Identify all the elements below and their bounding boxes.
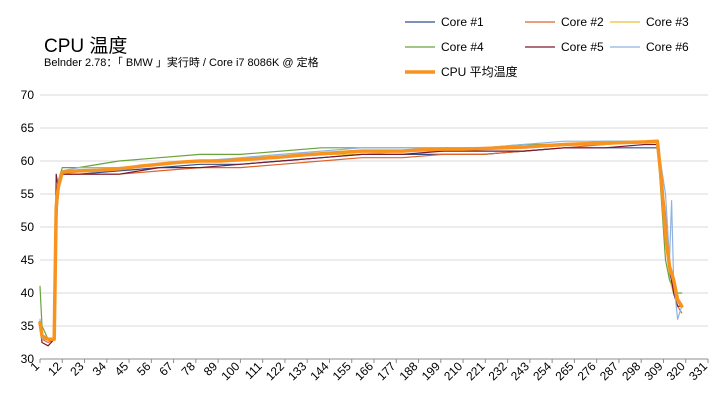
x-tick-label: 144 — [308, 359, 332, 383]
x-tick-label: 89 — [201, 359, 221, 379]
x-tick-label: 12 — [45, 359, 65, 379]
x-tick-label: 276 — [575, 359, 599, 383]
y-tick-label: 30 — [21, 352, 35, 366]
x-tick-label: 254 — [530, 359, 554, 383]
x-tick-label: 111 — [242, 359, 265, 382]
x-tick-label: 331 — [686, 359, 710, 383]
legend-label: Core #3 — [646, 15, 689, 29]
y-tick-label: 40 — [21, 286, 35, 300]
y-tick-label: 60 — [21, 154, 35, 168]
series-line-average — [38, 139, 684, 341]
x-tick-label: 133 — [285, 359, 309, 383]
legend-label: Core #6 — [646, 40, 689, 54]
x-tick-label: 221 — [463, 359, 487, 383]
x-tick-label: 100 — [218, 359, 242, 383]
x-tick-label: 45 — [112, 359, 132, 379]
x-tick-label: 309 — [642, 359, 666, 383]
x-tick-label: 287 — [597, 359, 621, 383]
x-tick-label: 199 — [419, 359, 443, 383]
chart-subtitle: Belnder 2.78：「 BMW 」実行時 / Core i7 8086K … — [44, 57, 319, 69]
legend-label: Core #2 — [561, 15, 604, 29]
y-tick-label: 70 — [21, 88, 35, 102]
legend-label: Core #1 — [441, 15, 484, 29]
x-tick-label: 166 — [352, 359, 376, 383]
x-tick-label: 122 — [263, 359, 287, 383]
x-tick-label: 265 — [552, 359, 576, 383]
x-tick-label: 78 — [179, 359, 199, 379]
y-tick-label: 35 — [21, 319, 35, 333]
x-tick-label: 298 — [619, 359, 643, 383]
x-tick-label: 177 — [374, 359, 398, 383]
x-tick-label: 232 — [486, 359, 510, 383]
x-tick-label: 243 — [508, 359, 532, 383]
series-line-core-5 — [39, 143, 683, 347]
chart-title: CPU 温度 — [44, 36, 128, 57]
x-tick-label: 56 — [134, 359, 154, 379]
x-tick-label: 23 — [67, 359, 87, 379]
x-tick-label: 320 — [664, 359, 688, 383]
legend-label: Core #4 — [441, 40, 484, 54]
y-tick-label: 55 — [21, 187, 35, 201]
x-tick-label: 210 — [441, 359, 465, 383]
series-line-core-1 — [39, 147, 683, 340]
x-tick-label: 188 — [397, 359, 421, 383]
legend-label: Core #5 — [561, 40, 604, 54]
legend-label: CPU 平均温度 — [441, 64, 518, 79]
x-tick-label: 67 — [156, 359, 176, 379]
x-tick-label: 34 — [90, 359, 110, 379]
x-tick-label: 155 — [330, 359, 354, 383]
y-tick-label: 50 — [21, 220, 35, 234]
y-tick-label: 65 — [21, 121, 35, 135]
y-tick-label: 45 — [21, 253, 35, 267]
